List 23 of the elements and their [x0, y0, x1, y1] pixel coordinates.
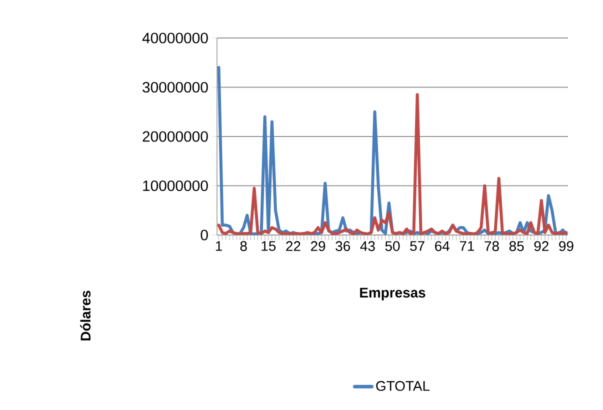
x-tick-label: 15 — [262, 241, 276, 251]
x-tick-label: 36 — [336, 241, 350, 252]
x-tick-label: 78 — [484, 241, 499, 252]
x-tick-label: 85 — [509, 241, 524, 252]
y-axis-title: Dólares — [80, 290, 91, 340]
y-tick-label: 10000000 — [143, 180, 208, 192]
x-tick-label: 71 — [460, 241, 474, 251]
y-tick-label: 40000000 — [142, 32, 208, 44]
y-tick-label: 0 — [200, 230, 208, 240]
x-tick-label: 64 — [435, 241, 450, 252]
x-tick-label: 99 — [559, 241, 574, 252]
x-tick-label: 92 — [534, 241, 548, 252]
x-tick-label: 57 — [410, 241, 424, 251]
x-tick-label: 50 — [385, 241, 400, 252]
x-tick-label: 43 — [360, 241, 375, 252]
y-tick-label: 30000000 — [142, 82, 208, 93]
y-tick-label: 20000000 — [142, 131, 208, 142]
x-tick-label: 22 — [286, 241, 300, 251]
x-tick-label: 29 — [310, 241, 326, 252]
x-axis-title: Empresas — [360, 288, 426, 300]
legend-label: GTOTAL — [376, 381, 430, 391]
x-tick-label: 1 — [216, 241, 222, 251]
x-tick-label: 8 — [240, 241, 247, 252]
